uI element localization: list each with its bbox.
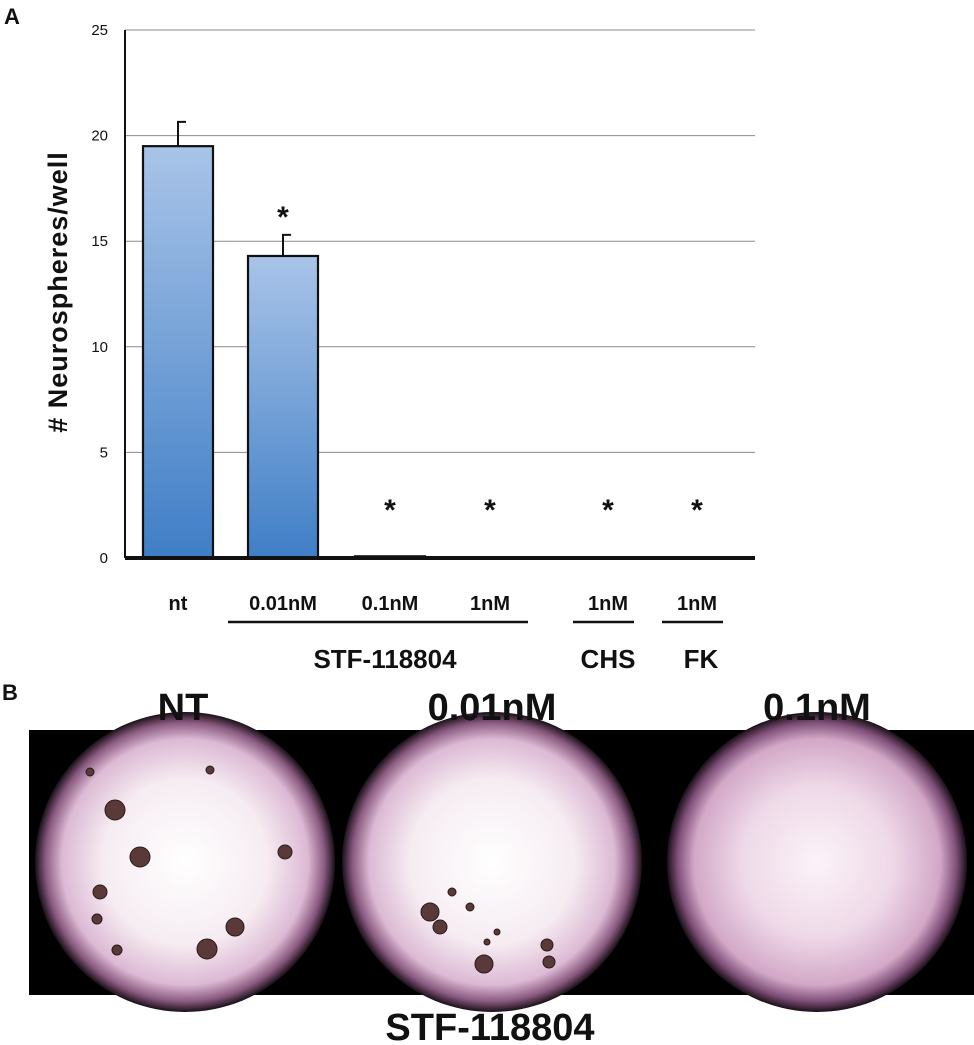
neurosphere bbox=[196, 938, 218, 960]
neurosphere bbox=[540, 938, 554, 952]
category-labels: nt 0.01nM 0.1nM 1nM 1nM 1nM bbox=[169, 593, 717, 615]
category-label: 0.1nM bbox=[362, 593, 419, 615]
significance-marker: * bbox=[602, 494, 614, 527]
category-label: 0.01nM bbox=[249, 593, 317, 615]
neurosphere bbox=[447, 887, 457, 897]
category-label: 1nM bbox=[588, 593, 628, 615]
neurosphere bbox=[493, 928, 501, 936]
bar bbox=[246, 254, 320, 560]
neurosphere bbox=[92, 884, 108, 900]
group-label: STF-118804 bbox=[313, 644, 457, 674]
neurosphere bbox=[129, 846, 151, 868]
neurosphere bbox=[104, 799, 126, 821]
neurosphere bbox=[542, 955, 556, 969]
y-tick-label: 25 bbox=[91, 22, 108, 39]
y-tick-label: 5 bbox=[100, 444, 108, 461]
category-label: 1nM bbox=[470, 593, 510, 615]
group-label: FK bbox=[684, 644, 719, 674]
y-axis-label: # Neurospheres/well bbox=[43, 151, 73, 433]
neurosphere bbox=[432, 919, 448, 935]
grid-lines bbox=[125, 29, 755, 453]
culture-dish bbox=[667, 712, 967, 1012]
axes bbox=[124, 30, 755, 560]
group-labels: STF-118804 CHS FK bbox=[228, 620, 723, 674]
neurosphere bbox=[225, 917, 245, 937]
microscopy-panel: NT 0.01nM 0.1nM STF-118804 bbox=[29, 687, 974, 1045]
significance-marker: * bbox=[277, 201, 289, 234]
panel-b-label: B bbox=[2, 680, 18, 705]
culture-dish bbox=[342, 712, 642, 1012]
image-label: 0.01nM bbox=[428, 687, 557, 729]
bar bbox=[141, 145, 215, 560]
category-label: 1nM bbox=[677, 593, 717, 615]
dish-images bbox=[35, 712, 967, 1012]
neurosphere bbox=[277, 844, 293, 860]
significance-marker: * bbox=[691, 494, 703, 527]
neurosphere bbox=[465, 902, 475, 912]
significance-marker: * bbox=[484, 494, 496, 527]
neurosphere bbox=[205, 765, 215, 775]
category-label: nt bbox=[169, 593, 188, 615]
culture-dish bbox=[35, 712, 335, 1012]
neurosphere bbox=[420, 902, 440, 922]
neurosphere bbox=[91, 913, 103, 925]
neurosphere bbox=[111, 944, 123, 956]
y-axis-ticks: 0 5 10 15 20 25 bbox=[91, 22, 108, 567]
y-tick-label: 10 bbox=[91, 339, 108, 356]
panel-a-label: A bbox=[4, 4, 20, 29]
image-labels: NT 0.01nM 0.1nM bbox=[158, 687, 871, 729]
y-tick-label: 20 bbox=[91, 128, 108, 145]
y-tick-label: 0 bbox=[100, 550, 108, 567]
significance-marker: * bbox=[384, 494, 396, 527]
image-label: NT bbox=[158, 687, 209, 729]
image-label: 0.1nM bbox=[763, 687, 871, 729]
neurosphere bbox=[483, 938, 491, 946]
group-label: CHS bbox=[581, 644, 636, 674]
neurosphere bbox=[85, 767, 95, 777]
image-caption: STF-118804 bbox=[385, 1007, 594, 1045]
y-tick-label: 15 bbox=[91, 233, 108, 250]
neurosphere bbox=[474, 954, 494, 974]
bars: * * * * * bbox=[141, 120, 703, 560]
